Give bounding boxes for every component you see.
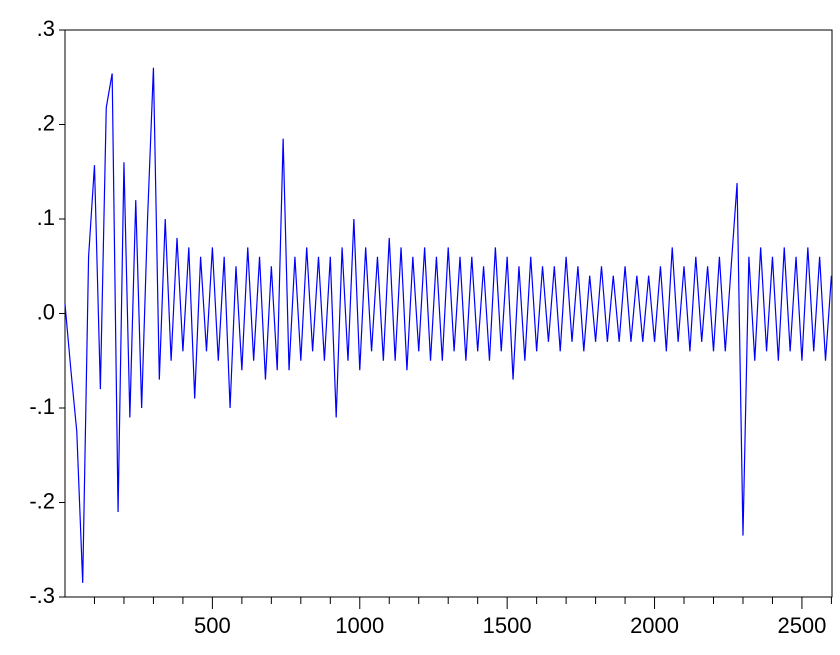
y-tick-label: -.1 xyxy=(29,394,55,419)
y-tick-label: -.3 xyxy=(29,583,55,608)
y-tick-label: -.2 xyxy=(29,488,55,513)
x-tick-label: 1000 xyxy=(335,613,384,638)
plot-frame xyxy=(64,29,833,598)
x-tick-label: 2500 xyxy=(777,613,826,638)
y-tick-label: .3 xyxy=(37,16,55,41)
y-tick-label: .1 xyxy=(37,205,55,230)
series-line xyxy=(64,67,833,583)
x-tick-label: 1500 xyxy=(483,613,532,638)
y-tick-label: .2 xyxy=(37,110,55,135)
x-tick-label: 2000 xyxy=(630,613,679,638)
y-tick-label: .0 xyxy=(37,299,55,324)
x-tick-label: 500 xyxy=(194,613,231,638)
